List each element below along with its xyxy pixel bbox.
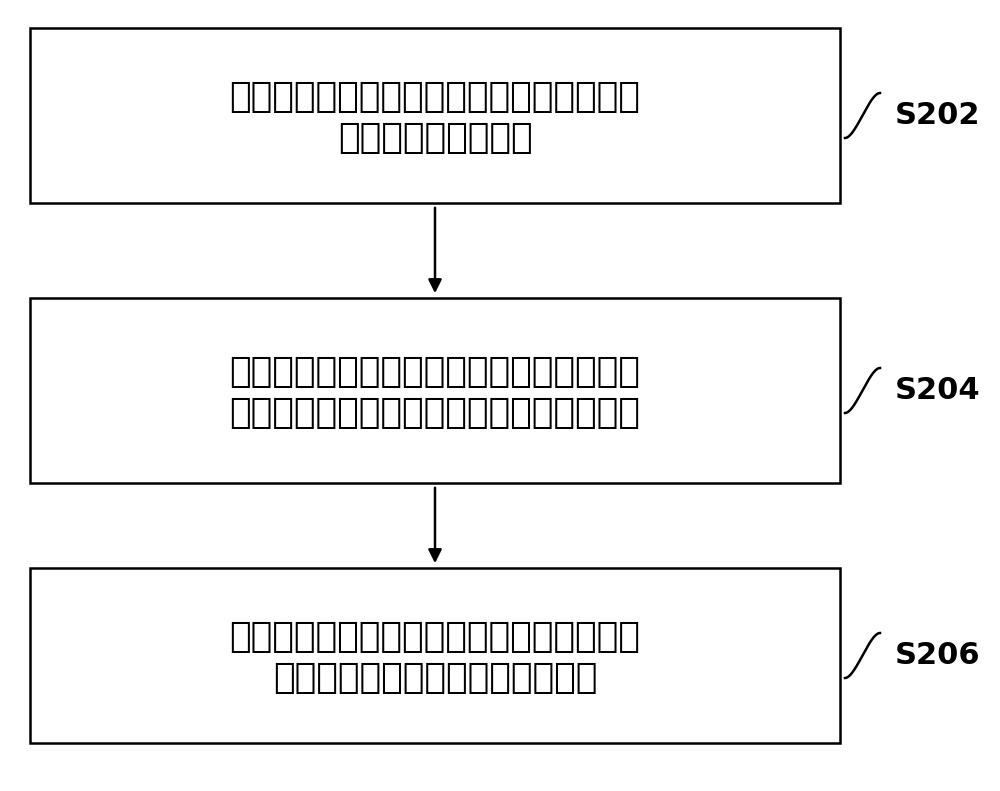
Text: 获取大气污染物浓度的观测值和大气污染物: 获取大气污染物浓度的观测值和大气污染物 [230, 80, 640, 114]
Bar [30, 568, 840, 743]
Text: 到大气污染物浓度的目标排放通量: 到大气污染物浓度的目标排放通量 [273, 661, 597, 695]
Bar [30, 298, 840, 483]
Bar [30, 28, 840, 203]
Text: 基于目标导数对初始排放通量进行更新，得: 基于目标导数对初始排放通量进行更新，得 [230, 619, 640, 653]
Text: S204: S204 [895, 376, 981, 405]
Text: 进行处理，得到大气污染物浓度的目标导数: 进行处理，得到大气污染物浓度的目标导数 [230, 396, 640, 430]
Text: 利用大气传输模型对观测值和初始排放通量: 利用大气传输模型对观测值和初始排放通量 [230, 354, 640, 388]
Text: S206: S206 [895, 641, 981, 670]
Text: 浓度的初始排放通量: 浓度的初始排放通量 [338, 121, 532, 155]
Text: S202: S202 [895, 101, 980, 130]
